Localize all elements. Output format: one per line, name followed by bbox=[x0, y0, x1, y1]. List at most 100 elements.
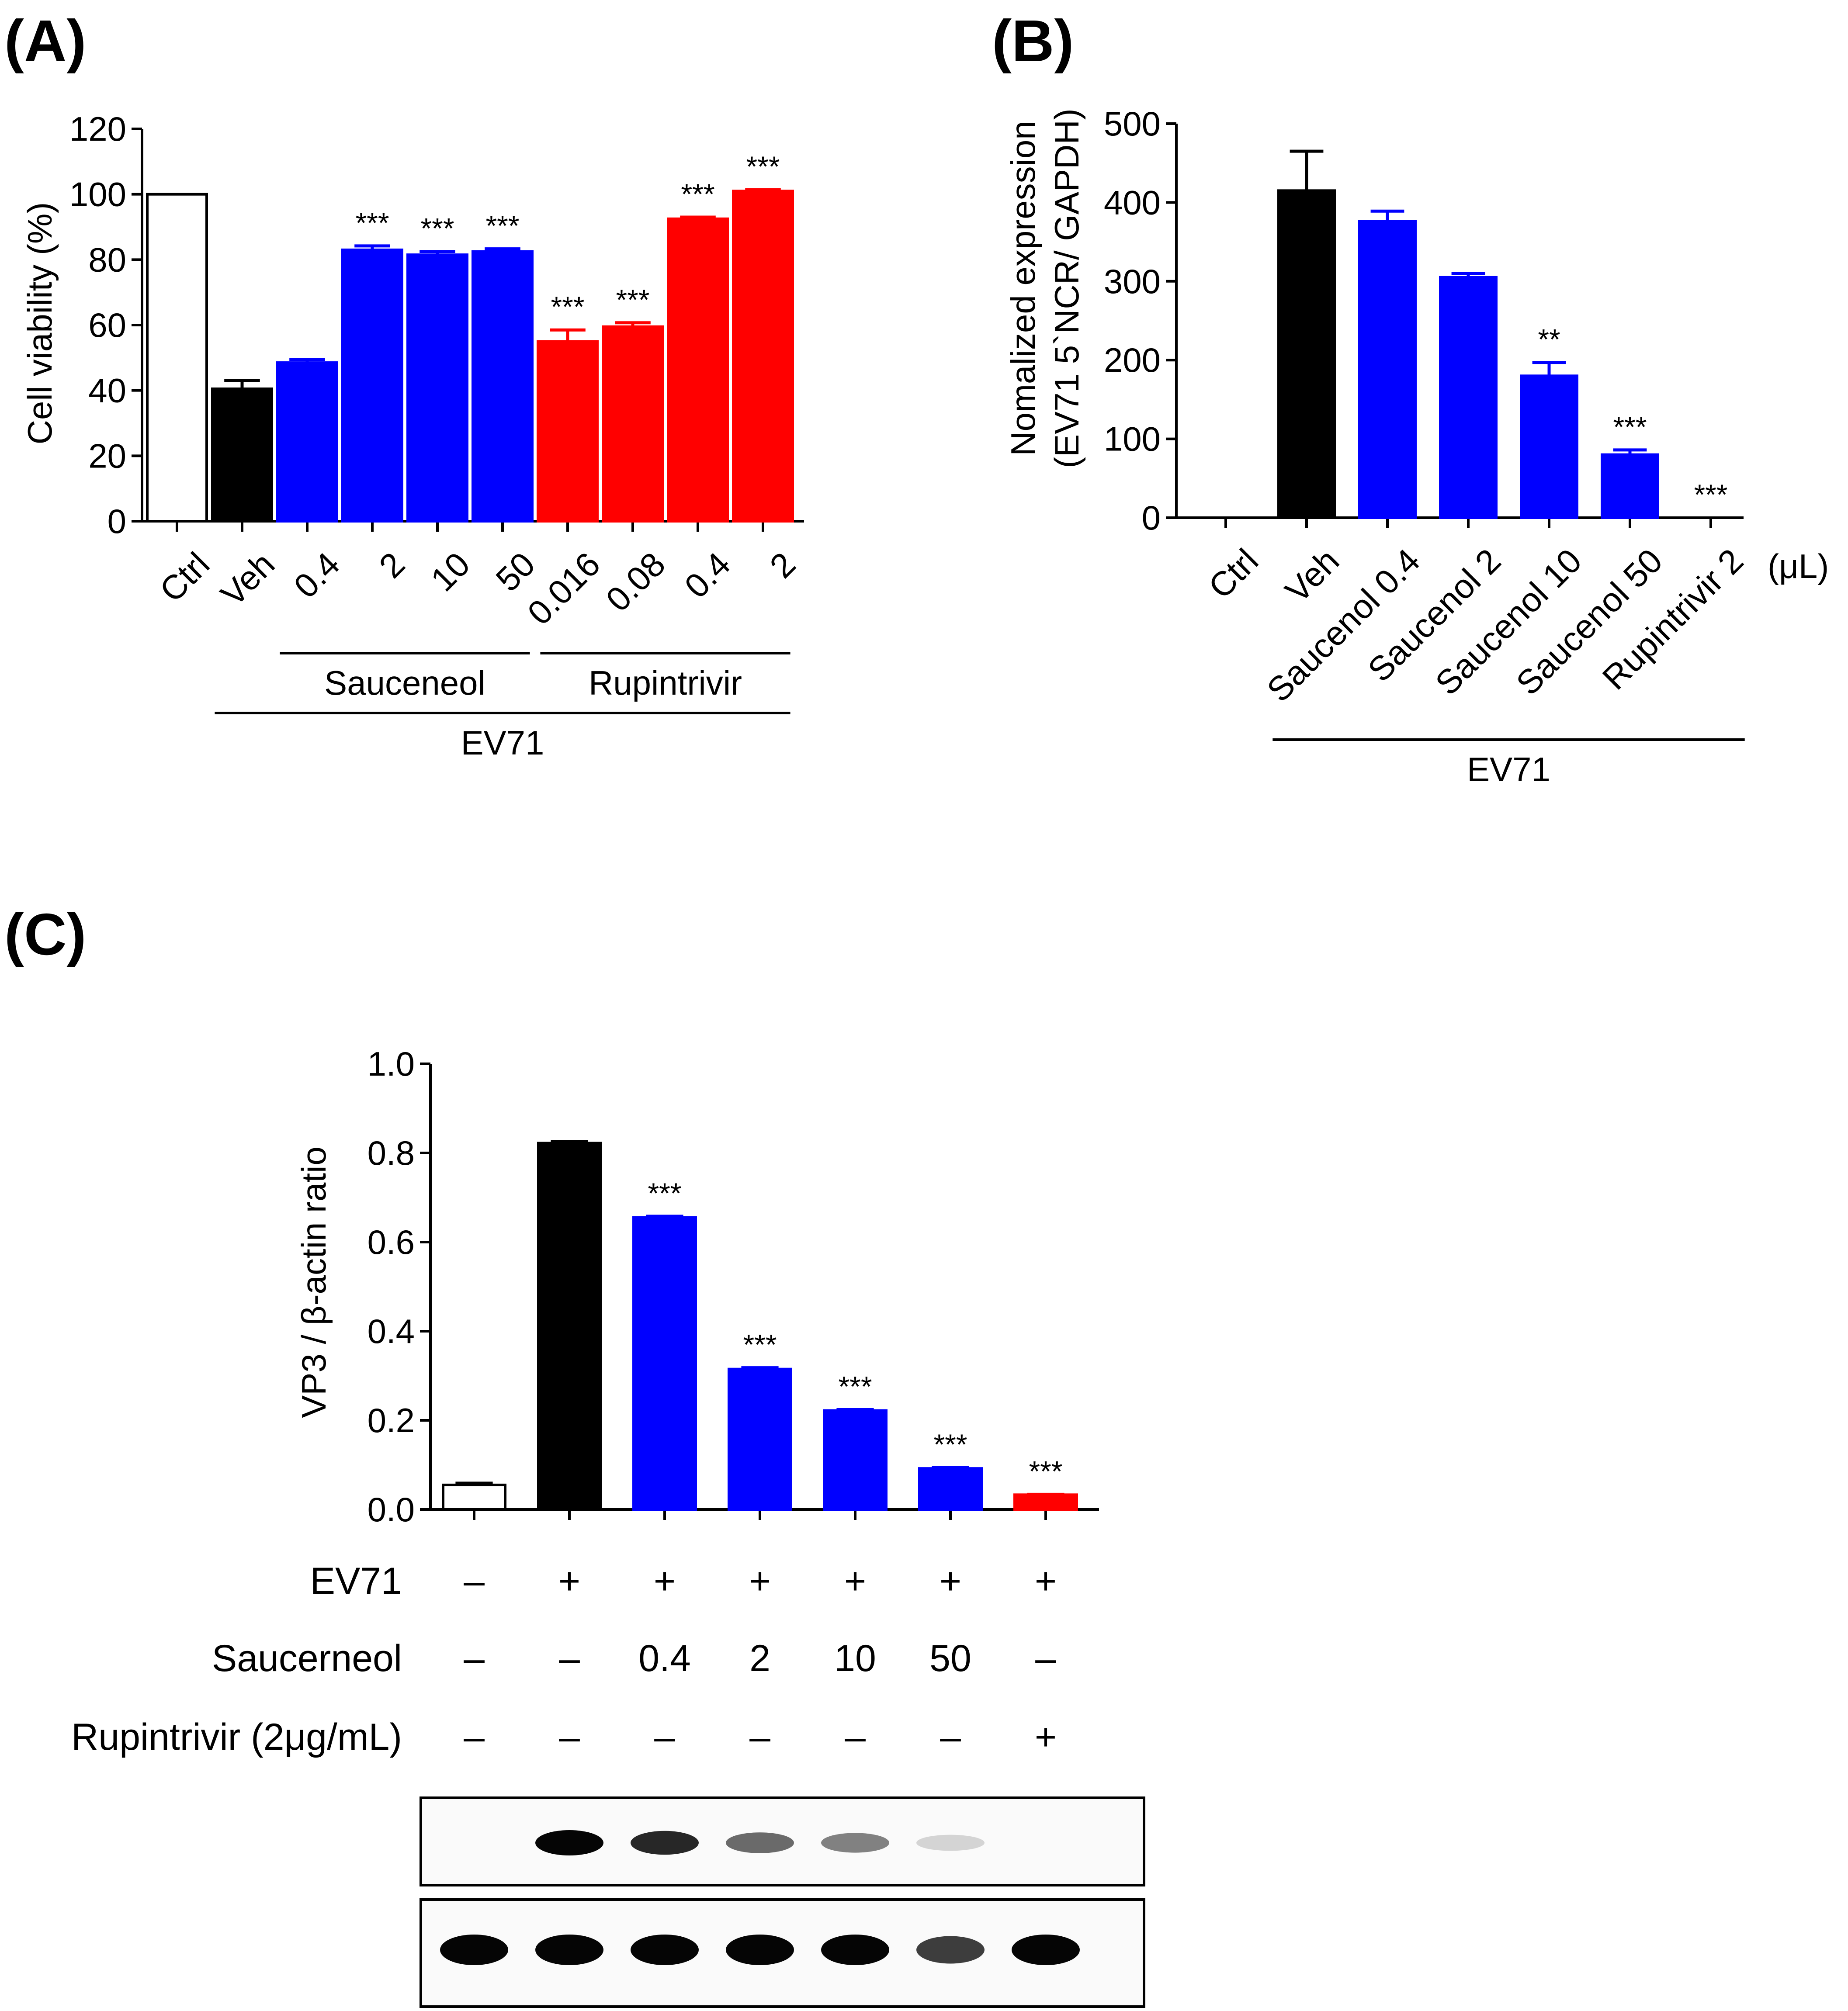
panel-a-label: (A) bbox=[4, 8, 86, 74]
chart-a-x-tick-label: 0.08 bbox=[599, 545, 673, 619]
panel-c-label: (C) bbox=[4, 901, 86, 967]
chart-b-unit-label: (μL) bbox=[1768, 547, 1829, 585]
chart-b-y-tick-label: 400 bbox=[1104, 183, 1161, 222]
chart-a-bar bbox=[211, 387, 273, 523]
chart-c-condition-value: – bbox=[559, 1716, 580, 1758]
chart-a-group-label: Sauceneol bbox=[324, 664, 485, 702]
chart-b-x-tick-label: Veh bbox=[1278, 541, 1346, 610]
chart-b-significance: ** bbox=[1538, 323, 1560, 356]
chart-c-condition-value: 0.4 bbox=[638, 1637, 691, 1679]
chart-c-bar bbox=[442, 1483, 506, 1511]
chart-c-y-tick-label: 0.0 bbox=[368, 1490, 415, 1529]
chart-a-y-tick-label: 20 bbox=[88, 436, 126, 475]
chart-a-y-tick-label: 40 bbox=[88, 371, 126, 410]
chart-b-y-tick-label: 0 bbox=[1142, 498, 1161, 537]
chart-a-group-label: EV71 bbox=[461, 723, 544, 762]
chart-c-significance: *** bbox=[648, 1177, 681, 1209]
chart-c-condition-value: – bbox=[749, 1716, 770, 1758]
chart-b-bar bbox=[1439, 276, 1498, 519]
chart-a-significance: *** bbox=[355, 207, 389, 239]
chart-c-y-label: VP3 / β-actin ratio bbox=[295, 1146, 333, 1418]
chart-c-condition-label: Saucerneol bbox=[212, 1637, 402, 1679]
chart-b: Nomalized expression (EV71 5`NCR/ GAPDH)… bbox=[1004, 104, 1829, 789]
chart-a-bar bbox=[146, 193, 208, 523]
blot-actin-band bbox=[1012, 1935, 1080, 1965]
chart-c-condition-value: – bbox=[464, 1637, 485, 1679]
chart-c-condition-value: – bbox=[464, 1560, 485, 1602]
blot-vp3-band bbox=[535, 1830, 603, 1855]
chart-b-significance: *** bbox=[1613, 411, 1647, 443]
chart-a-bar bbox=[667, 217, 729, 523]
chart-c-significance: *** bbox=[838, 1371, 872, 1403]
chart-a-y-tick-label: 0 bbox=[107, 502, 126, 540]
blot-vp3-band bbox=[726, 1832, 794, 1853]
chart-a-significance: *** bbox=[485, 210, 519, 242]
chart-b-y-tick-label: 200 bbox=[1104, 341, 1161, 379]
chart-c-significance: *** bbox=[1029, 1455, 1062, 1487]
panel-b-label: (B) bbox=[992, 8, 1074, 74]
chart-b-bar bbox=[1358, 220, 1417, 519]
chart-b-y-label-2: (EV71 5`NCR/ GAPDH) bbox=[1047, 108, 1086, 468]
chart-b-bar bbox=[1601, 453, 1659, 519]
chart-a-x-tick-label: 2 bbox=[371, 545, 412, 585]
chart-a-x-tick-label: Ctrl bbox=[152, 545, 217, 609]
blot-actin-band bbox=[821, 1935, 889, 1965]
chart-c-bar bbox=[823, 1409, 888, 1511]
chart-a-significance: *** bbox=[746, 150, 780, 183]
chart-c-condition-value: – bbox=[559, 1637, 580, 1679]
chart-c: VP3 / β-actin ratio 0.0 0.2 0.4 0.6 0.8 1.0 **… bbox=[71, 1045, 1145, 2008]
chart-c-condition-value: + bbox=[749, 1560, 771, 1602]
chart-c-condition-value: + bbox=[940, 1560, 961, 1602]
chart-a-x-tick-label: 0.4 bbox=[286, 545, 347, 606]
chart-c-condition-value: – bbox=[464, 1716, 485, 1758]
chart-c-bar bbox=[632, 1216, 697, 1511]
chart-c-condition-value: + bbox=[1035, 1560, 1057, 1602]
chart-c-condition-value: + bbox=[844, 1560, 866, 1602]
chart-a-significance: *** bbox=[551, 291, 584, 323]
chart-a-y-tick-label: 60 bbox=[88, 306, 126, 344]
chart-a-y-tick-label: 80 bbox=[88, 240, 126, 279]
chart-c-condition-value: 50 bbox=[929, 1637, 971, 1679]
blot-actin-band bbox=[726, 1935, 794, 1965]
chart-c-y-tick-label: 0.2 bbox=[368, 1401, 415, 1440]
chart-c-condition-value: 2 bbox=[749, 1637, 770, 1679]
chart-a-significance: *** bbox=[420, 212, 454, 245]
chart-b-group-label: EV71 bbox=[1467, 750, 1550, 789]
chart-c-condition-label: Rupintrivir (2μg/mL) bbox=[71, 1716, 402, 1758]
chart-c-condition-value: – bbox=[940, 1716, 961, 1758]
chart-b-y-tick-label: 500 bbox=[1104, 104, 1161, 143]
chart-a-x-tick-label: 2 bbox=[762, 545, 803, 585]
chart-a-y-tick-label: 120 bbox=[69, 110, 126, 148]
chart-c-condition-value: – bbox=[1035, 1637, 1056, 1679]
chart-b-y-tick-label: 300 bbox=[1104, 262, 1161, 301]
chart-c-y-tick-label: 0.6 bbox=[368, 1223, 415, 1261]
chart-c-condition-value: + bbox=[654, 1560, 676, 1602]
chart-a-bar bbox=[537, 340, 599, 523]
chart-c-bar bbox=[1013, 1493, 1078, 1511]
chart-a-bar bbox=[276, 361, 338, 523]
chart-b-significance: *** bbox=[1694, 478, 1727, 511]
chart-c-significance: *** bbox=[933, 1428, 967, 1461]
chart-b-y-tick-label: 100 bbox=[1104, 420, 1161, 458]
chart-c-condition-value: + bbox=[558, 1560, 580, 1602]
chart-a-bar bbox=[472, 250, 534, 523]
blot-actin-band bbox=[440, 1935, 508, 1965]
chart-c-bar bbox=[918, 1467, 983, 1511]
chart-c-bar bbox=[537, 1142, 602, 1511]
chart-a-significance: *** bbox=[681, 178, 714, 210]
chart-c-y-tick-label: 0.4 bbox=[368, 1312, 415, 1350]
chart-b-y-label-1: Nomalized expression bbox=[1004, 121, 1042, 456]
chart-c-y-tick-label: 0.8 bbox=[368, 1134, 415, 1172]
chart-c-condition-value: 10 bbox=[834, 1637, 876, 1679]
chart-b-bar bbox=[1277, 189, 1336, 519]
chart-c-condition-label: EV71 bbox=[310, 1560, 402, 1602]
chart-a-bar bbox=[341, 248, 403, 523]
chart-a-x-tick-label: 0.016 bbox=[520, 545, 607, 632]
blot-vp3-band bbox=[916, 1834, 985, 1851]
chart-a: Cell viability (%) 0 20 40 60 80 100 120 CtrlVe… bbox=[21, 110, 804, 762]
chart-a-y-tick-label: 100 bbox=[69, 175, 126, 214]
chart-c-bar bbox=[728, 1367, 792, 1511]
chart-a-x-tick-label: 10 bbox=[423, 545, 478, 599]
chart-c-significance: *** bbox=[743, 1329, 777, 1361]
